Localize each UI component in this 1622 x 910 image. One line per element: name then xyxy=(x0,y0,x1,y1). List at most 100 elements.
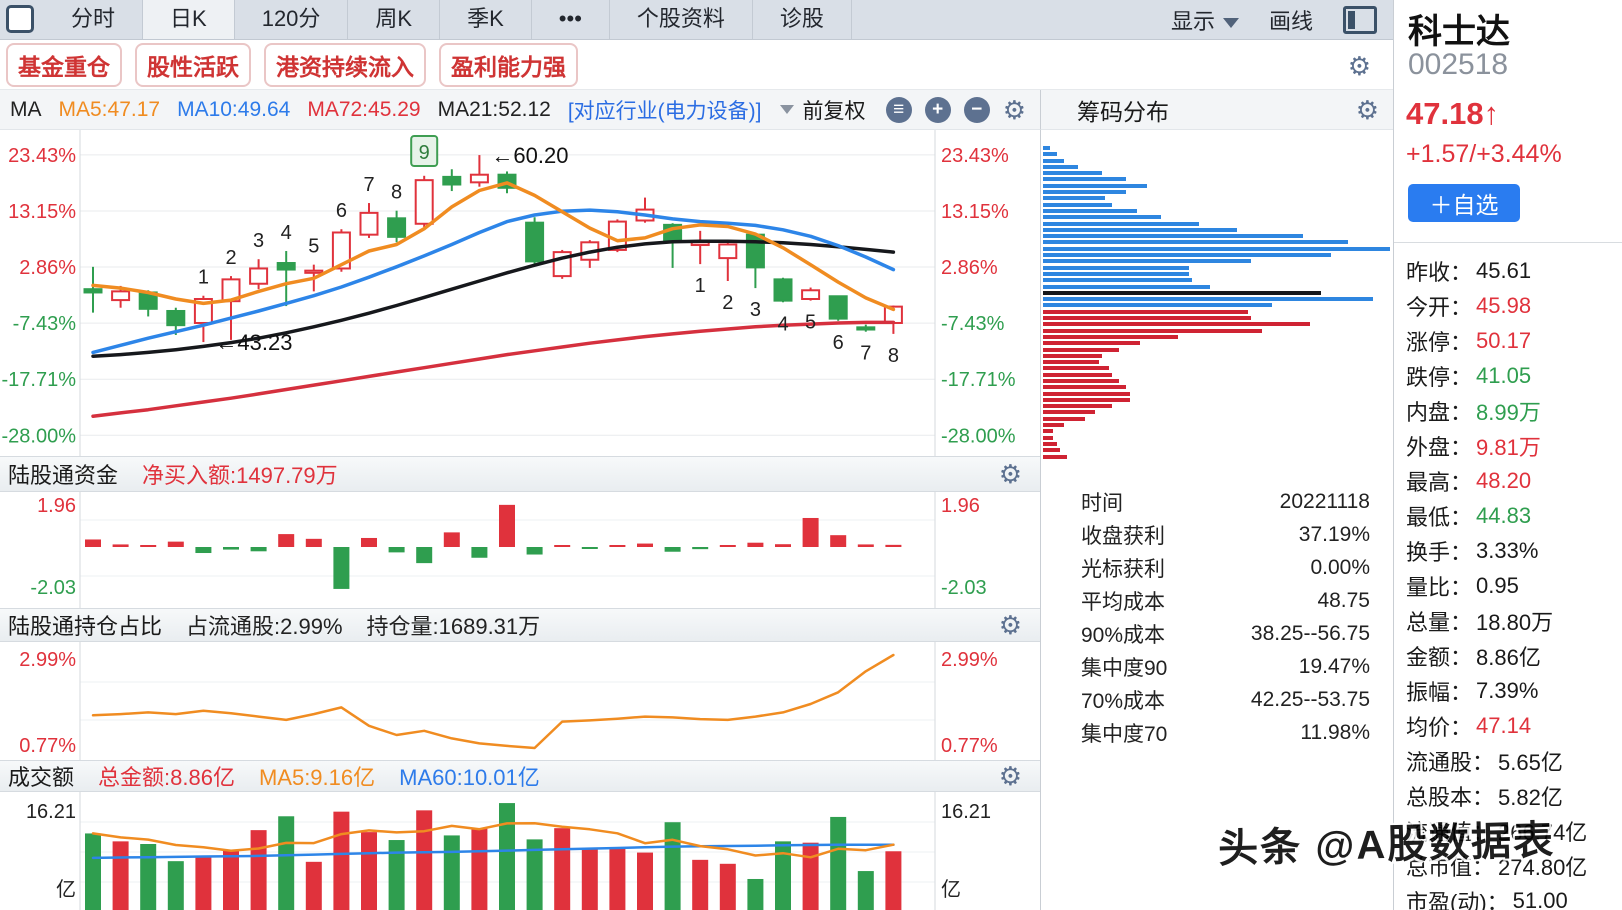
tab-诊股[interactable]: 诊股 xyxy=(753,0,852,39)
chip-stat-value: 11.98% xyxy=(1300,720,1370,744)
tab-周K[interactable]: 周K xyxy=(348,0,441,39)
fund-bar xyxy=(471,547,488,558)
add-watchlist-button[interactable]: ＋自选 xyxy=(1408,184,1520,222)
chip-bar xyxy=(1043,202,1113,207)
window-icon[interactable] xyxy=(6,5,34,33)
stat-label: 量比： xyxy=(1406,574,1473,600)
stock-tag[interactable]: 盈利能力强 xyxy=(439,43,578,87)
tab-日K[interactable]: 日K xyxy=(143,0,235,39)
fund-bar xyxy=(278,534,295,547)
chip-bar xyxy=(1043,353,1102,358)
chip-bar xyxy=(1043,322,1311,327)
candle xyxy=(387,217,407,238)
candle xyxy=(856,326,876,331)
display-menu[interactable]: 显示 xyxy=(1171,4,1239,36)
chip-stat-value: 42.25--53.75 xyxy=(1250,687,1370,711)
chip-histogram[interactable] xyxy=(1043,146,1390,462)
chip-distribution-panel: 时间 20221118 收盘获利 37.19% 光标获利 0.00% 平均成本 48.75 90… xyxy=(1040,130,1393,910)
stat-value: 3.33% xyxy=(1476,537,1539,563)
gear-icon[interactable]: ⚙ xyxy=(1355,95,1379,125)
stock-tag[interactable]: 股性活跃 xyxy=(135,43,251,87)
y-tick-right: -17.71% xyxy=(941,369,1016,391)
chip-distribution-header: 筹码分布 ⚙ xyxy=(1040,90,1393,130)
fuquan-toggle[interactable]: 前复权 xyxy=(802,99,866,123)
ma21-line xyxy=(91,239,896,358)
northbound-funds-chart[interactable]: 1.96 -2.03 1.96 -2.03 xyxy=(0,492,1040,608)
chip-bar xyxy=(1043,227,1238,232)
tab-个股资料[interactable]: 个股资料 xyxy=(610,0,753,39)
tab-分时[interactable]: 分时 xyxy=(44,0,144,39)
stat-value: 266.74亿 xyxy=(1498,819,1588,845)
gear-icon[interactable]: ⚙ xyxy=(998,610,1022,640)
gear-icon[interactable]: ⚙ xyxy=(1347,51,1371,81)
stat-value: 8.86亿 xyxy=(1476,644,1541,670)
stock-tag[interactable]: 基金重仓 xyxy=(6,43,122,87)
fund-bar xyxy=(499,504,515,547)
northbound-holdings-chart[interactable]: 2.99% 0.77% 2.99% 0.77% xyxy=(0,642,1040,760)
candle xyxy=(276,262,296,271)
zoom-in-icon[interactable]: + xyxy=(924,96,951,123)
fund-bar xyxy=(416,547,433,564)
tab-120分[interactable]: 120分 xyxy=(235,0,349,39)
volume-bar xyxy=(885,851,902,910)
chip-bar xyxy=(1043,410,1096,415)
candle xyxy=(193,297,213,324)
chip-bar xyxy=(1043,221,1200,226)
chip-stat-label: 集中度70 xyxy=(1081,722,1168,746)
y-min-left: -2.03 xyxy=(30,577,76,599)
layout-toggle-icon[interactable] xyxy=(1343,5,1377,34)
chip-bar xyxy=(1043,215,1161,220)
turnover-header: 成交额 总金额:8.86亿 MA5:9.16亿 MA60:10.01亿 ⚙ xyxy=(0,760,1040,792)
stat-row: 跌停： 41.05 xyxy=(1406,358,1621,393)
stat-label: 流通值： xyxy=(1406,819,1495,845)
gear-icon[interactable]: ⚙ xyxy=(998,459,1022,489)
stock-tag[interactable]: 港资持续流入 xyxy=(264,43,426,87)
chip-bar xyxy=(1043,366,1109,371)
chip-bar xyxy=(1043,183,1148,188)
ma10-line xyxy=(91,208,896,355)
gear-icon[interactable]: ⚙ xyxy=(1002,94,1026,125)
ma-values: MA MA5:47.17 MA10:49.64 MA72:45.29 MA21:52.1… xyxy=(10,98,568,122)
turnover-total: 总金额:8.86亿 xyxy=(98,765,235,790)
chip-stat-label: 集中度90 xyxy=(1081,656,1168,680)
zoom-out-icon[interactable]: − xyxy=(963,96,990,123)
turnover-chart[interactable]: 16.21 亿 16.21 亿 xyxy=(0,792,1040,910)
tab-•••[interactable]: ••• xyxy=(532,0,610,39)
y-min-left: 0.77% xyxy=(19,735,76,757)
fund-bar xyxy=(885,544,902,547)
volume-bar xyxy=(85,833,101,910)
chip-bar xyxy=(1043,297,1373,302)
northbound-funds-header: 陆股通资金 净买入额:1497.79万 ⚙ xyxy=(0,456,1040,492)
top-tab-bar: 分时 日K 120分 周K 季K ••• 个股资料 诊股 显示 画线 xyxy=(0,0,1393,40)
stat-value: 0.95 xyxy=(1476,572,1519,598)
volume-bar xyxy=(581,847,598,910)
ma72-line xyxy=(91,320,896,418)
y-max-right: 1.96 xyxy=(941,495,980,517)
stat-value: 8.99万 xyxy=(1476,399,1541,425)
vol-ma5-line xyxy=(91,822,895,859)
chip-stat-value: 0.00% xyxy=(1310,555,1370,579)
tab-季K[interactable]: 季K xyxy=(440,0,532,39)
volume-bar xyxy=(664,822,681,910)
chip-bar xyxy=(1043,171,1102,176)
y-tick-left: -28.00% xyxy=(2,425,77,447)
stat-label: 昨收： xyxy=(1406,259,1473,285)
stat-label: 流通股： xyxy=(1406,749,1495,775)
chevron-down-icon[interactable] xyxy=(780,105,795,114)
count-label-up: 4 xyxy=(281,222,292,244)
ma-value: MA10:49.64 xyxy=(177,97,291,121)
stat-value: 7.39% xyxy=(1476,677,1539,703)
topbar-right-tools: 显示 画线 xyxy=(1171,0,1393,39)
volume-bar xyxy=(167,861,184,910)
stock-tags-row: 基金重仓 股性活跃 港资持续流入 盈利能力强 ⚙ xyxy=(0,41,1393,90)
drawline-button[interactable]: 画线 xyxy=(1268,8,1313,34)
low-annotation: ←43.23 xyxy=(215,330,292,355)
chip-bar xyxy=(1043,416,1085,421)
indicator-menu-icon[interactable]: ≡ xyxy=(885,96,912,123)
industry-link[interactable]: [对应行业(电力设备)] xyxy=(567,99,762,123)
gear-icon[interactable]: ⚙ xyxy=(998,761,1022,791)
kline-chart[interactable]: 23.43% 23.43% 13.15% 13.15% 2.86% 2.86% -7.43%… xyxy=(0,130,1040,456)
candle xyxy=(525,221,545,263)
chip-bar xyxy=(1043,265,1189,270)
